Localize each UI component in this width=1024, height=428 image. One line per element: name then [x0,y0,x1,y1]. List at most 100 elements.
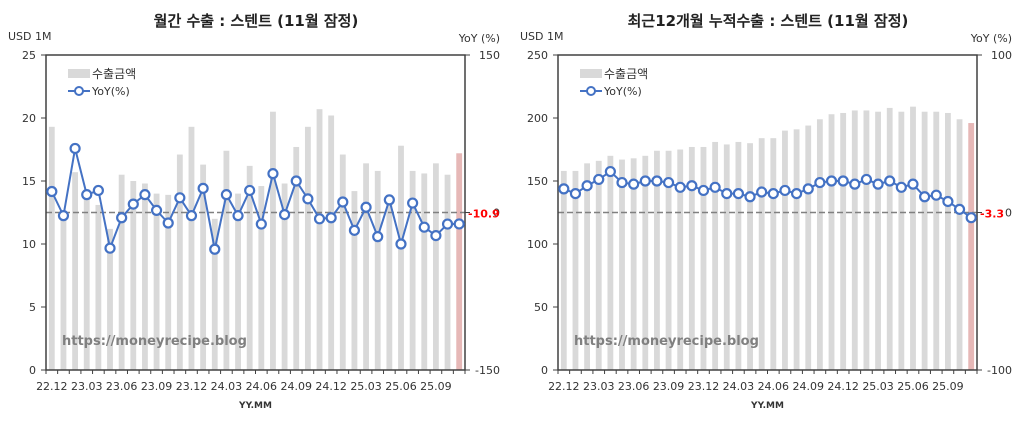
yoy-marker [407,197,419,209]
watermark: https://moneyrecipe.blog [574,334,759,349]
bar [223,150,230,370]
bar [444,174,451,370]
bar [875,111,881,370]
bar [48,126,55,370]
chart-cumulative-exports: 최근12개월 누적수출 : 스텐트 (11월 잠정) USD 1M YoY (%)… [512,0,1024,428]
bar [118,174,125,370]
bar [328,115,335,370]
bar [630,158,637,370]
bar [828,114,835,370]
legend-line-label: YoY(%) [603,85,642,98]
x-tick-label: 25.03 [350,380,382,393]
bar [595,160,602,370]
unit-left-label: USD 1M [520,30,564,43]
y-tick-label: 200 [527,112,548,125]
y-tick-label: 0 [29,364,36,377]
x-tick-label: 23.03 [583,380,615,393]
bar [456,153,463,370]
y-tick-label: 5 [29,301,36,314]
yoy-marker [453,218,465,230]
bar [281,183,288,370]
x-tick-label: 25.06 [897,380,929,393]
bar [758,138,765,370]
yoy-marker [290,175,302,187]
bar [770,138,777,370]
x-tick-label: 24.03 [723,380,755,393]
yoy-marker [895,181,907,193]
yoy-marker [709,181,721,193]
chart-monthly-exports: 월간 수출 : 스텐트 (11월 잠정) USD 1M YoY (%) 0 5 10 15… [8,12,500,411]
x-tick-label: 23.12 [688,380,720,393]
bar [270,111,276,370]
bar [642,155,649,370]
y2-tick-label: 150 [479,49,500,62]
bar [572,170,579,370]
bar [560,170,567,370]
x-tick-label: 23.09 [141,380,173,393]
yoy-marker [604,165,616,178]
x-tick-label: 24.03 [211,380,243,393]
watermark: https://moneyrecipe.blog [62,334,247,349]
legend-bar-swatch [580,69,602,78]
last-value-label: -10.9 [468,208,500,221]
yoy-marker [651,175,663,187]
bar [235,193,241,370]
x-axis-label: YY.MM [750,401,784,411]
y2-tick-label: -100 [987,364,1012,377]
yoy-marker [46,185,58,198]
yoy-marker [756,186,768,198]
legend-line-marker [586,86,596,96]
bar [165,194,172,370]
yoy-marker [255,218,267,230]
yoy-marker [418,221,430,233]
yoy-marker [92,184,104,197]
yoy-marker [313,213,326,225]
x-tick-label: 24.06 [758,380,790,393]
yoy-marker [209,243,221,255]
yoy-marker [244,184,256,197]
yoy-marker [104,242,116,254]
bar [142,183,148,370]
yoy-marker [395,238,407,250]
bar [293,146,300,370]
x-tick-label: 24.09 [280,380,312,393]
yoy-marker [697,184,710,197]
yoy-marker [185,210,198,222]
x-tick-label: 23.03 [71,380,103,393]
y2-tick-label: 0 [493,207,500,220]
x-tick-label: 23.06 [106,380,138,393]
bar [793,129,800,370]
yoy-marker [837,175,849,187]
unit-right-label: YoY (%) [970,32,1012,45]
y-tick-label: 25 [22,49,36,62]
yoy-marker [686,180,698,192]
y-tick-label: 0 [541,364,548,377]
yoy-marker [581,180,593,192]
bar [782,130,788,370]
bar [910,106,916,370]
yoy-marker [790,188,803,200]
x-tick-label: 25.06 [385,380,417,393]
yoy-marker [662,176,675,189]
yoy-marker [197,182,209,194]
bar [956,119,963,370]
yoy-marker [220,189,233,201]
yoy-marker [965,212,977,224]
yoy-marker [150,204,163,216]
bar [700,146,707,370]
legend-line-label: YoY(%) [91,85,130,98]
yoy-marker [639,175,651,187]
yoy-marker [441,218,454,230]
x-tick-label: 25.09 [932,380,964,393]
bar [619,159,625,370]
bar [747,143,753,370]
yoy-marker [872,178,884,190]
yoy-marker [81,189,93,201]
yoy-marker [593,173,605,186]
yoy-marker [383,194,395,206]
chart-title: 최근12개월 누적수출 : 스텐트 (11월 잠정) [627,12,909,30]
y-tick-label: 250 [527,49,548,62]
bar [863,110,870,370]
yoy-marker [930,189,942,201]
y-tick-label: 100 [527,238,548,251]
